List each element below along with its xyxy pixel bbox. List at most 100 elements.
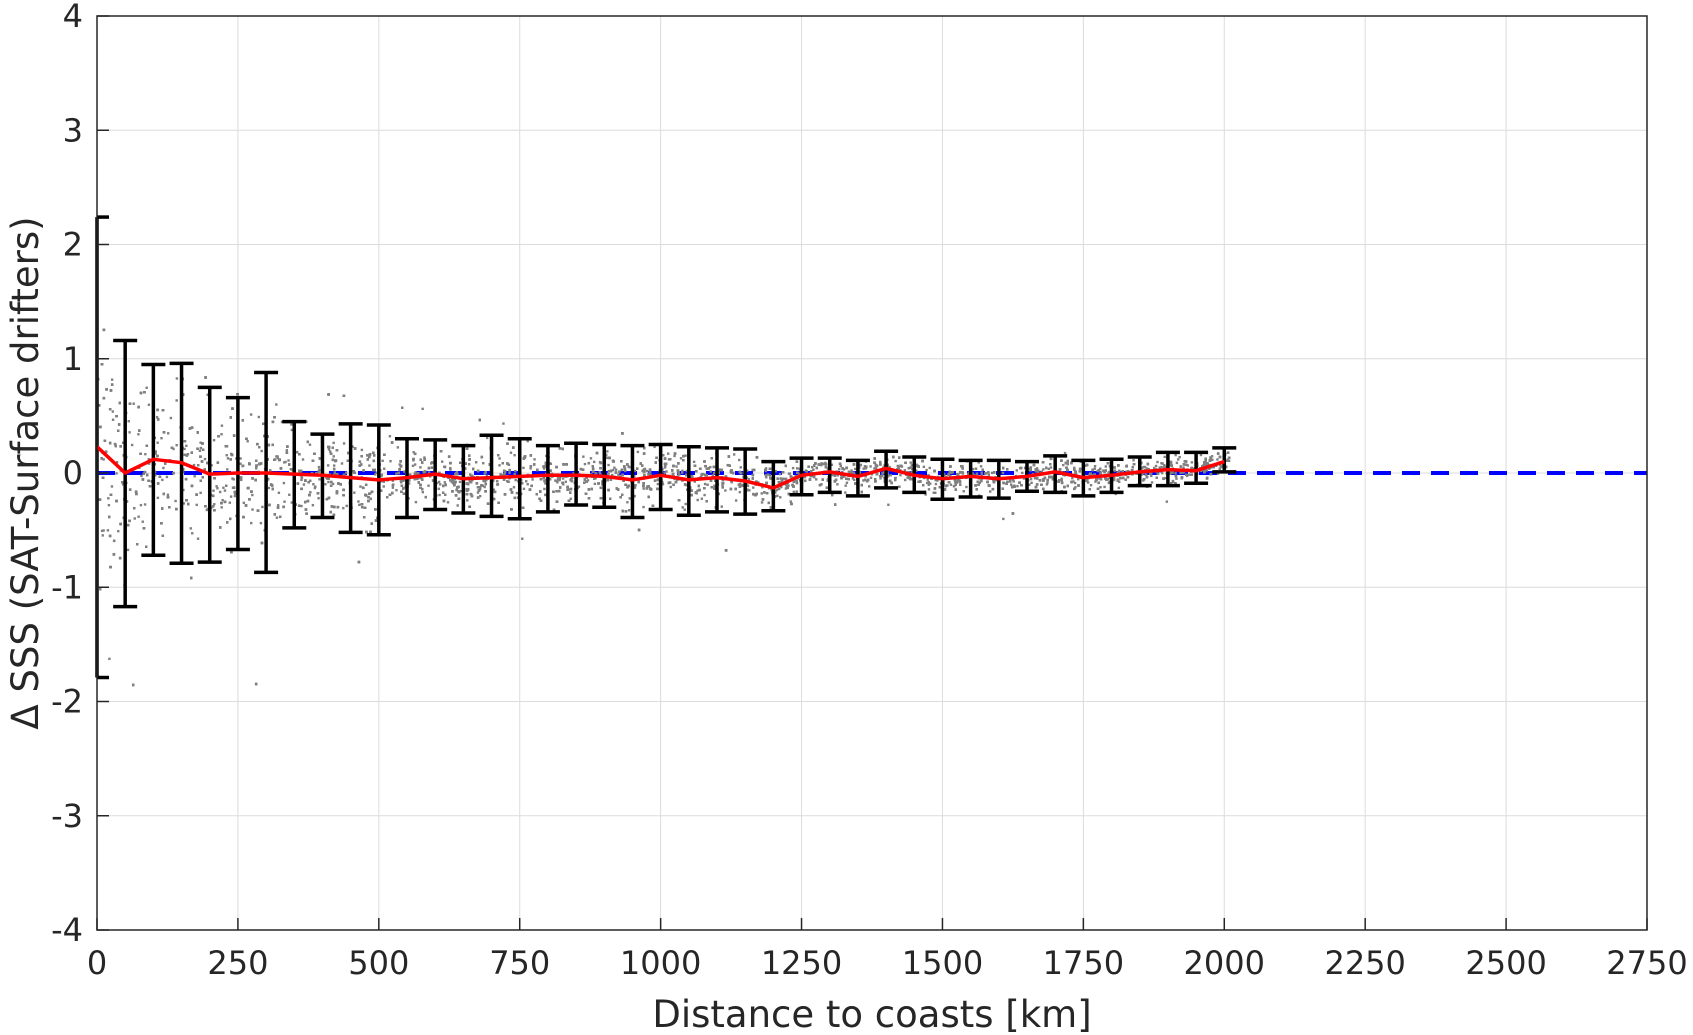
scatter-point [1030,481,1033,485]
scatter-point [706,483,709,486]
scatter-point [242,501,246,505]
scatter-point [848,471,852,474]
scatter-point [275,516,279,519]
scatter-point [1127,469,1130,473]
scatter-point [681,506,684,509]
scatter-point [139,503,143,507]
scatter-point [259,521,263,525]
scatter-point [1116,471,1119,474]
scatter-point [1199,453,1203,457]
scatter-point [358,503,361,507]
scatter-point [277,491,281,495]
scatter-point [684,454,687,457]
scatter-point [331,482,335,486]
scatter-point [267,486,271,490]
scatter-point [843,475,846,478]
scatter-point [327,480,330,484]
scatter-point [789,500,792,503]
scatter-point [752,486,755,489]
scatter-point [166,432,170,435]
scatter-point [762,491,766,494]
scatter-point [645,469,649,473]
scatter-point [946,484,949,487]
scatter-point [889,473,892,477]
scatter-point [1033,477,1037,480]
scatter-point [531,478,534,481]
scatter-point [175,377,179,380]
scatter-point [468,480,471,483]
scatter-point [949,474,952,478]
scatter-point [467,463,471,466]
scatter-point [282,481,286,485]
scatter-point [374,473,377,476]
scatter-point [529,467,532,470]
scatter-point [312,483,315,486]
scatter-point [107,497,110,500]
scatter-point [862,479,865,482]
scatter-point [633,469,637,473]
scatter-point [485,474,489,478]
scatter-point [309,491,312,494]
scatter-point [656,482,660,486]
scatter-point [734,499,738,502]
scatter-point [838,468,841,471]
scatter-point [160,437,163,440]
scatter-point [482,461,485,465]
scatter-point [965,485,968,489]
scatter-point [453,481,457,485]
scatter-point [469,473,472,476]
scatter-point [456,504,459,507]
scatter-point [711,474,714,477]
scatter-point [977,461,980,464]
scatter-point [906,476,909,479]
scatter-point [342,506,345,510]
scatter-point [353,491,356,494]
scatter-point [955,481,959,484]
scatter-point [302,483,306,486]
scatter-point [1113,478,1116,482]
scatter-point [459,489,463,493]
scatter-point [881,471,884,475]
scatter-point [290,501,294,504]
scatter-point [196,537,200,540]
scatter-point [737,483,740,486]
scatter-point [398,463,401,466]
scatter-point [685,484,688,487]
scatter-point [333,471,337,474]
scatter-point [215,485,218,488]
scatter-point [853,478,856,481]
scatter-point [483,485,486,489]
scatter-point [329,450,332,453]
scatter-point [189,527,192,530]
scatter-point [144,452,147,456]
scatter-point [327,448,331,451]
scatter-point [700,497,704,500]
scatter-point [1074,486,1077,489]
scatter-point [775,488,778,492]
scatter-point [502,422,505,425]
scatter-point [1176,458,1180,461]
scatter-point [633,486,637,489]
scatter-point [732,453,736,456]
scatter-point [1171,479,1175,483]
scatter-point [147,403,151,406]
scatter-point [514,478,517,482]
scatter-point [925,481,929,485]
scatter-point [713,471,716,475]
scatter-point [601,483,604,486]
scatter-point [703,482,707,486]
scatter-point [498,464,501,467]
scatter-point [820,462,823,465]
scatter-point [609,478,613,481]
scatter-point [1062,463,1065,467]
scatter-point [1124,478,1127,481]
scatter-point [961,465,964,468]
scatter-point [115,461,119,464]
scatter-point [145,386,148,389]
scatter-point [675,465,678,468]
scatter-point [212,489,215,492]
scatter-point [165,475,169,479]
scatter-point [661,482,665,486]
scatter-point [115,472,118,475]
scatter-point [389,459,392,463]
